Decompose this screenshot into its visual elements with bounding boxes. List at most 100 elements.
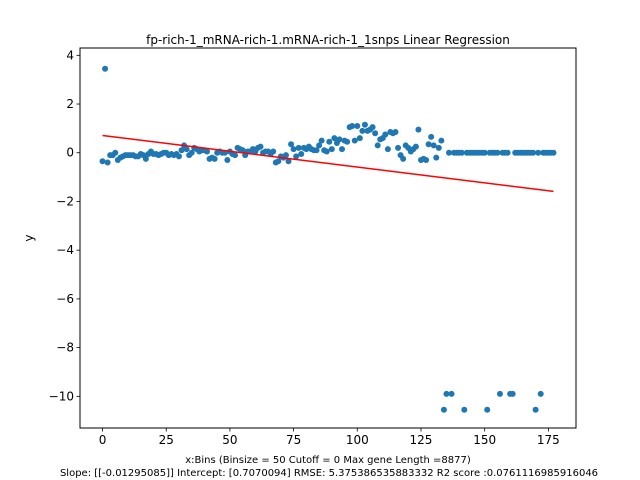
chart-title: fp-rich-1_mRNA-rich-1.mRNA-rich-1_1snps … [146, 33, 510, 47]
data-point [494, 149, 501, 156]
data-point [295, 144, 302, 151]
data-point [211, 155, 218, 162]
data-point [374, 142, 381, 149]
data-point [415, 126, 422, 133]
data-point [313, 147, 320, 154]
x-tick-label: 175 [537, 433, 560, 447]
data-point [270, 148, 277, 155]
x-tick-label: 150 [473, 433, 496, 447]
data-point [318, 137, 325, 144]
y-axis-ticks: 4 2 0 −2 −4 −6 −8 −10 [49, 48, 80, 403]
data-point [188, 149, 195, 156]
data-point [395, 144, 402, 151]
data-point [175, 153, 182, 160]
data-point [282, 152, 289, 159]
data-point [331, 135, 338, 142]
data-point [496, 390, 503, 397]
scatter-points [99, 65, 557, 413]
y-axis-label: y [22, 234, 36, 241]
data-point [361, 121, 368, 128]
data-point [99, 158, 106, 165]
data-point [203, 148, 210, 155]
data-point [336, 136, 343, 143]
data-point [372, 130, 379, 137]
x-axis-label: x:Bins (Binsize = 50 Cutoff = 0 Max gene… [185, 455, 471, 466]
data-point [530, 149, 537, 156]
data-point [104, 159, 111, 166]
data-point [356, 135, 363, 142]
x-tick-label: 125 [410, 433, 433, 447]
x-tick-label: 0 [99, 433, 107, 447]
data-point [440, 406, 447, 413]
data-point [504, 149, 511, 156]
data-point [323, 148, 330, 155]
data-point [290, 146, 297, 153]
data-point [285, 158, 292, 165]
data-point [326, 138, 333, 145]
data-point [412, 143, 419, 150]
data-point [339, 146, 346, 153]
y-tick-label: −6 [56, 292, 74, 306]
data-point [239, 147, 246, 154]
data-point [344, 138, 351, 145]
data-point [438, 137, 445, 144]
data-point [448, 390, 455, 397]
data-point [481, 149, 488, 156]
data-point [351, 137, 358, 144]
x-tick-label: 25 [159, 433, 174, 447]
data-point [392, 129, 399, 136]
data-point [354, 122, 361, 129]
data-point [232, 152, 239, 159]
data-point [102, 65, 109, 72]
data-point [550, 149, 557, 156]
y-tick-label: 2 [66, 97, 74, 111]
data-point [257, 143, 264, 150]
data-point [349, 122, 356, 129]
data-point [535, 149, 542, 156]
axes-frame [79, 47, 577, 429]
regression-line-layer [102, 134, 554, 193]
data-point [298, 150, 305, 157]
data-point [288, 141, 295, 148]
data-point [183, 146, 190, 153]
y-tick-label: −2 [56, 194, 74, 208]
y-tick-label: 4 [66, 48, 74, 62]
data-point [446, 149, 453, 156]
regression-line [102, 134, 554, 193]
data-point [112, 149, 119, 156]
data-point [384, 146, 391, 153]
data-point [435, 144, 442, 151]
data-point [359, 127, 366, 134]
data-point [433, 154, 440, 161]
data-point [509, 390, 516, 397]
data-point [142, 155, 149, 162]
data-point [458, 149, 465, 156]
data-point [532, 406, 539, 413]
data-point [293, 153, 300, 160]
data-point [275, 158, 282, 165]
data-point [328, 146, 335, 153]
x-tick-label: 100 [346, 433, 369, 447]
data-point [369, 124, 376, 131]
data-point [224, 157, 231, 164]
y-tick-label: 0 [66, 146, 74, 160]
y-tick-label: −4 [56, 243, 74, 257]
data-point [382, 131, 389, 138]
data-point [443, 390, 450, 397]
y-tick-label: −8 [56, 341, 74, 355]
y-tick-label: −10 [49, 389, 74, 403]
data-point [316, 142, 323, 149]
data-point [537, 390, 544, 397]
x-axis-ticks: 0 25 50 75 100 125 150 175 [99, 428, 560, 447]
x-tick-label: 75 [286, 433, 301, 447]
data-point [430, 142, 437, 149]
data-point [484, 406, 491, 413]
data-point [178, 147, 185, 154]
data-point [400, 155, 407, 162]
data-point [428, 133, 435, 140]
data-point [425, 141, 432, 148]
data-point [423, 157, 430, 164]
regression-stats-footer: Slope: [[-0.01295085]] Intercept: [0.707… [60, 468, 598, 479]
